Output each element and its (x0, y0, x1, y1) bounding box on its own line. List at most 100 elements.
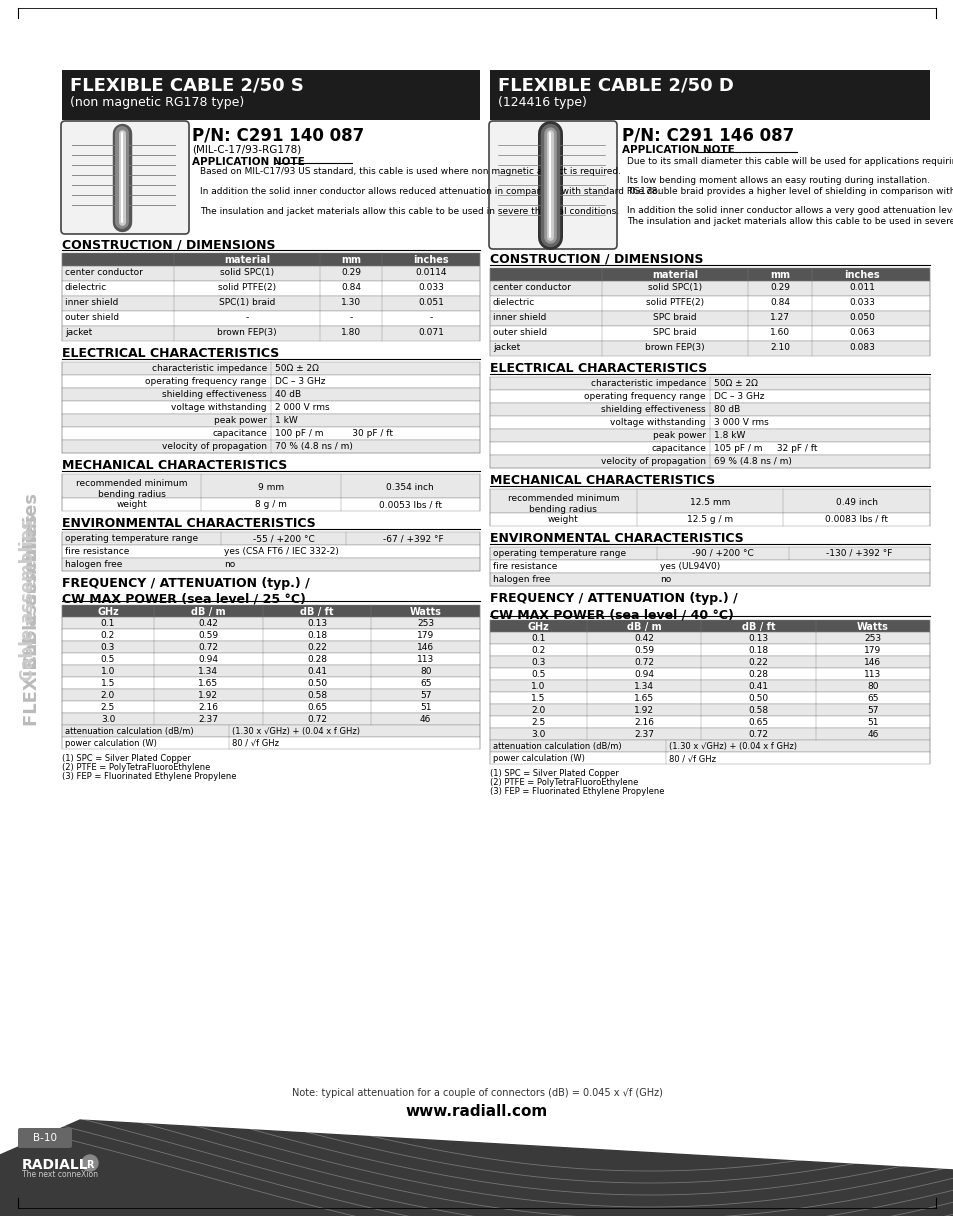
Text: 1.65: 1.65 (634, 694, 654, 703)
Text: material: material (651, 270, 698, 280)
Text: MECHANICAL CHARACTERISTICS: MECHANICAL CHARACTERISTICS (490, 474, 715, 486)
Bar (490, 377, 929, 390)
Text: 0.354 inch: 0.354 inch (386, 483, 434, 492)
Text: 105 pF / m     32 pF / ft: 105 pF / m 32 pF / ft (713, 444, 817, 454)
Bar (490, 416, 929, 429)
Bar (62, 326, 479, 340)
Text: 80: 80 (866, 682, 878, 691)
Text: 2.5: 2.5 (531, 717, 545, 727)
Text: 0.72: 0.72 (307, 715, 327, 724)
Text: 0.051: 0.051 (417, 298, 443, 306)
Bar (490, 655, 929, 668)
Text: 80 / √f GHz: 80 / √f GHz (668, 754, 716, 762)
Bar (62, 427, 479, 440)
Text: (3) FEP = Fluorinated Ethylene Propylene: (3) FEP = Fluorinated Ethylene Propylene (490, 787, 664, 796)
Bar (62, 617, 479, 629)
Text: (124416 type): (124416 type) (497, 96, 586, 109)
Text: 179: 179 (863, 646, 881, 655)
Text: P/N: C291 140 087: P/N: C291 140 087 (192, 126, 364, 145)
Text: 0.65: 0.65 (747, 717, 768, 727)
Text: CONSTRUCTION / DIMENSIONS: CONSTRUCTION / DIMENSIONS (490, 253, 702, 266)
Text: 0.28: 0.28 (307, 655, 327, 664)
Text: FLEXIBLE assemblies: FLEXIBLE assemblies (23, 514, 41, 726)
Text: attenuation calculation (dB/m): attenuation calculation (dB/m) (65, 727, 193, 736)
Bar (490, 340, 929, 356)
Bar (490, 704, 929, 716)
Text: ENVIRONMENTAL CHARACTERISTICS: ENVIRONMENTAL CHARACTERISTICS (490, 533, 743, 545)
Bar (490, 561, 929, 573)
Text: 0.0083 lbs / ft: 0.0083 lbs / ft (824, 516, 887, 524)
Text: 146: 146 (863, 658, 881, 668)
Text: 80 dB: 80 dB (713, 405, 740, 413)
Text: 1.5: 1.5 (101, 679, 115, 688)
Bar (490, 455, 929, 468)
Text: -67 / +392 °F: -67 / +392 °F (382, 534, 443, 544)
Text: 2.16: 2.16 (198, 703, 218, 713)
Bar (490, 441, 929, 455)
Text: 3 000 V rms: 3 000 V rms (713, 418, 768, 427)
Bar (62, 725, 479, 737)
Bar (62, 641, 479, 653)
Text: 1.5: 1.5 (531, 694, 545, 703)
Text: 0.1: 0.1 (531, 634, 545, 643)
Text: 2 000 V rms: 2 000 V rms (274, 402, 330, 412)
Bar (62, 266, 479, 281)
Text: 113: 113 (416, 655, 434, 664)
Text: GHz: GHz (97, 607, 119, 617)
Text: voltage withstanding: voltage withstanding (172, 402, 267, 412)
Bar (62, 558, 479, 572)
Text: 113: 113 (863, 670, 881, 679)
Text: characteristic impedance: characteristic impedance (590, 379, 705, 388)
Text: 100 pF / m          30 pF / ft: 100 pF / m 30 pF / ft (274, 429, 393, 438)
Bar (62, 677, 479, 689)
Text: 1.60: 1.60 (769, 328, 789, 337)
Text: 0.58: 0.58 (747, 706, 768, 715)
Bar (62, 499, 479, 511)
Text: power calculation (W): power calculation (W) (65, 739, 156, 748)
Text: 0.071: 0.071 (417, 328, 443, 337)
Text: mm: mm (340, 255, 360, 265)
Text: (1) SPC = Silver Plated Copper: (1) SPC = Silver Plated Copper (490, 769, 618, 778)
Text: 0.41: 0.41 (747, 682, 767, 691)
Text: -: - (429, 313, 432, 322)
Text: FREQUENCY / ATTENUATION (typ.) /
CW MAX POWER (sea level / 25 °C): FREQUENCY / ATTENUATION (typ.) / CW MAX … (62, 578, 310, 606)
Text: halogen free: halogen free (493, 575, 550, 584)
Text: 0.58: 0.58 (307, 691, 327, 700)
Text: 0.29: 0.29 (340, 268, 360, 277)
Text: 0.49 inch: 0.49 inch (835, 499, 877, 507)
Text: material: material (224, 255, 270, 265)
Text: shielding effectiveness: shielding effectiveness (600, 405, 705, 413)
Bar (490, 390, 929, 402)
Text: In addition the solid inner conductor allows reduced attenuation in comparison w: In addition the solid inner conductor al… (200, 187, 659, 196)
Text: 253: 253 (416, 619, 434, 627)
Text: 50Ω ± 2Ω: 50Ω ± 2Ω (274, 364, 318, 373)
Text: -: - (245, 313, 249, 322)
Bar (490, 326, 929, 340)
Text: 0.50: 0.50 (747, 694, 768, 703)
Text: solid SPC(1): solid SPC(1) (647, 283, 701, 292)
Text: The double braid provides a higher level of shielding in comparison with 2mm sin: The double braid provides a higher level… (626, 187, 953, 196)
Text: inches: inches (413, 255, 448, 265)
Text: dB / m: dB / m (626, 623, 660, 632)
Text: 0.0053 lbs / ft: 0.0053 lbs / ft (378, 500, 441, 510)
Text: SPC braid: SPC braid (653, 313, 696, 322)
Text: 1.27: 1.27 (769, 313, 789, 322)
Text: GHz: GHz (527, 623, 549, 632)
Text: center conductor: center conductor (65, 268, 143, 277)
Text: power calculation (W): power calculation (W) (493, 754, 584, 762)
Text: dB / ft: dB / ft (300, 607, 334, 617)
Bar (490, 513, 929, 527)
Text: 0.59: 0.59 (198, 631, 218, 640)
Text: 70 % (4.8 ns / m): 70 % (4.8 ns / m) (274, 441, 353, 451)
Text: DC – 3 GHz: DC – 3 GHz (713, 392, 763, 401)
Text: 146: 146 (416, 643, 434, 652)
Text: 1.92: 1.92 (634, 706, 654, 715)
Text: 0.22: 0.22 (307, 643, 327, 652)
Text: 0.18: 0.18 (747, 646, 768, 655)
Text: (3) FEP = Fluorinated Ethylene Propylene: (3) FEP = Fluorinated Ethylene Propylene (62, 772, 236, 781)
Text: yes (CSA FT6 / IEC 332-2): yes (CSA FT6 / IEC 332-2) (224, 547, 338, 556)
Text: brown FEP(3): brown FEP(3) (644, 343, 704, 351)
Text: 0.3: 0.3 (531, 658, 545, 668)
Text: 0.28: 0.28 (747, 670, 767, 679)
Text: The insulation and jacket materials allow this cable to be used in severe therma: The insulation and jacket materials allo… (200, 207, 618, 216)
